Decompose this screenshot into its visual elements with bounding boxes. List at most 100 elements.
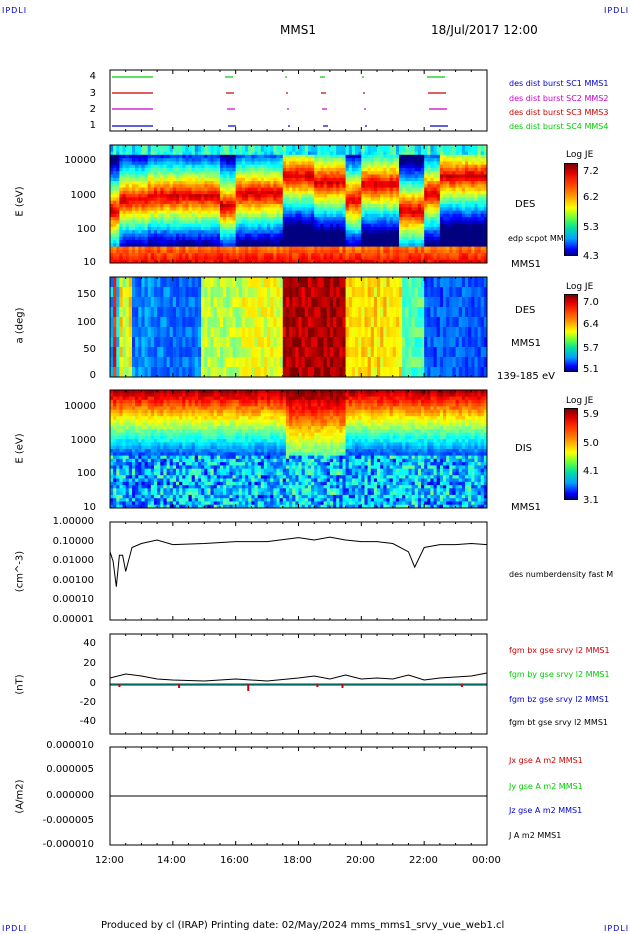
heatmap-cell [285, 200, 290, 205]
heatmap-cell [198, 256, 202, 261]
heatmap-cell [417, 249, 422, 254]
heatmap-cell [339, 253, 343, 258]
heatmap-cell [373, 184, 378, 189]
heatmap-cell [273, 158, 278, 162]
heatmap-cell [339, 148, 343, 153]
heatmap-cell [358, 154, 362, 159]
heatmap-cell [157, 151, 161, 156]
heatmap-cell [449, 190, 453, 195]
heatmap-cell [443, 243, 447, 248]
heatmap-cell [179, 154, 183, 159]
heatmap-cell [468, 233, 472, 238]
heatmap-cell [147, 233, 152, 238]
heatmap-cell [323, 154, 328, 159]
heatmap-cell [329, 220, 334, 225]
heatmap-cell [320, 226, 325, 231]
heatmap-cell [430, 164, 435, 169]
heatmap-cell [154, 197, 158, 202]
heatmap-cell [238, 259, 243, 263]
heatmap-cell [154, 145, 158, 149]
heatmap-cell [367, 223, 372, 228]
heatmap-cell [179, 161, 183, 166]
heatmap-cell [138, 184, 142, 189]
heatmap-cell [157, 246, 161, 251]
heatmap-cell [339, 197, 343, 202]
heatmap-cell [279, 174, 284, 179]
heatmap-cell [317, 226, 322, 231]
heatmap-cell [198, 164, 202, 169]
heatmap-cell [439, 187, 444, 192]
heatmap-cell [370, 249, 375, 254]
heatmap-cell [358, 194, 362, 199]
heatmap-cell [358, 181, 362, 185]
heatmap-cell [169, 332, 174, 338]
heatmap-cell [204, 372, 208, 377]
heatmap-cell [433, 226, 438, 231]
heatmap-cell [147, 148, 152, 153]
heatmap-cell [446, 259, 450, 263]
heatmap-cell [361, 253, 365, 258]
heatmap-cell [367, 204, 372, 208]
heatmap-cell [273, 190, 278, 195]
heatmap-cell [389, 243, 394, 248]
heatmap-cell [194, 292, 199, 298]
heatmap-cell [320, 207, 325, 212]
heatmap-cell [282, 145, 287, 149]
heatmap-cell [248, 246, 252, 251]
heatmap-cell [408, 161, 413, 166]
heatmap-cell [317, 164, 322, 169]
heatmap-cell [421, 249, 425, 254]
heatmap-cell [452, 243, 457, 248]
heatmap-cell [317, 171, 322, 176]
heatmap-cell [345, 177, 350, 182]
heatmap-cell [480, 161, 485, 166]
heatmap-cell [430, 190, 435, 195]
heatmap-cell [204, 327, 208, 333]
heatmap-cell [110, 233, 114, 238]
heatmap-cell [395, 259, 400, 263]
heatmap-cell [201, 154, 205, 159]
heatmap-cell [182, 287, 186, 293]
heatmap-cell [345, 158, 350, 162]
heatmap-cell [402, 151, 406, 156]
heatmap-cell [314, 207, 318, 212]
heatmap-cell [176, 287, 180, 293]
heatmap-cell [254, 158, 259, 162]
heatmap-cell [194, 302, 199, 308]
heatmap-cell [238, 177, 243, 182]
heatmap-cell [182, 282, 186, 288]
heatmap-cell [213, 253, 218, 258]
heatmap-cell [160, 164, 164, 169]
heatmap-cell [430, 204, 435, 208]
heatmap-cell [339, 187, 343, 192]
heatmap-cell [201, 167, 205, 172]
heatmap-cell [276, 158, 281, 162]
heatmap-cell [405, 171, 409, 176]
heatmap-cell [295, 243, 300, 248]
heatmap-cell [458, 226, 463, 231]
heatmap-cell [172, 223, 177, 228]
heatmap-cell [345, 200, 350, 205]
heatmap-cell [179, 372, 183, 377]
heatmap-cell [417, 240, 422, 244]
heatmap-cell [110, 337, 114, 343]
heatmap-cell [373, 204, 378, 208]
heatmap-cell [373, 171, 378, 176]
heatmap-cell [421, 210, 425, 215]
heatmap-cell [204, 322, 208, 328]
heatmap-cell [110, 240, 114, 244]
heatmap-cell [424, 154, 428, 159]
heatmap-cell [188, 282, 193, 288]
heatmap-cell [128, 307, 133, 313]
heatmap-cell [380, 256, 384, 261]
heatmap-cell [317, 174, 322, 179]
heatmap-cell [342, 249, 347, 254]
heatmap-cell [154, 226, 158, 231]
heatmap-cell [329, 243, 334, 248]
heatmap-cell [223, 204, 227, 208]
heatmap-cell [295, 187, 300, 192]
heatmap-cell [119, 151, 124, 156]
heatmap-cell [229, 240, 234, 244]
heatmap-cell [311, 200, 315, 205]
heatmap-cell [263, 243, 268, 248]
